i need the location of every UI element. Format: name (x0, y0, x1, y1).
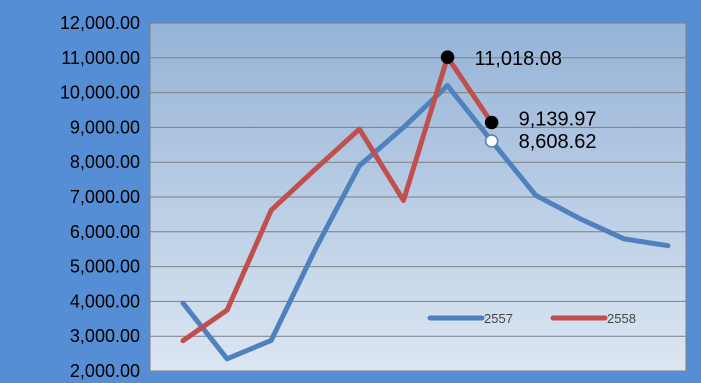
legend-label: 2558 (607, 311, 636, 326)
series-lines (180, 54, 671, 362)
data-point-marker (484, 115, 499, 130)
data-point-marker (484, 134, 499, 148)
y-tick-label: 9,000.00 (70, 117, 140, 137)
grid-lines (150, 57, 686, 337)
data-label: 8,608.62 (519, 131, 597, 153)
y-tick-label: 8,000.00 (70, 152, 140, 172)
data-label: 11,018.08 (475, 48, 562, 70)
legend: 2557 2558 (427, 311, 636, 326)
y-tick-label: 6,000.00 (70, 222, 140, 242)
data-point-marker (440, 50, 455, 64)
series-line-2557 (180, 83, 671, 362)
series-line-2558 (180, 54, 495, 344)
y-tick-label: 5,000.00 (70, 257, 140, 277)
data-label: 9,139.97 (519, 109, 597, 131)
y-tick-label: 3,000.00 (70, 326, 140, 346)
y-tick-label: 11,000.00 (61, 48, 140, 68)
data-annotations: 11,018.08 9,139.978,608.62 (440, 48, 597, 153)
y-tick-label: 10,000.00 (60, 83, 140, 103)
y-tick-label: 7,000.00 (70, 187, 140, 207)
y-tick-label: 12,000.00 (60, 13, 140, 33)
y-axis-ticks: 2,000.00 3,000.00 4,000.00 5,000.00 6,000.00… (60, 13, 140, 381)
y-tick-label: 4,000.00 (70, 291, 140, 311)
y-tick-label: 2,000.00 (70, 361, 140, 381)
legend-label: 2557 (484, 311, 513, 326)
